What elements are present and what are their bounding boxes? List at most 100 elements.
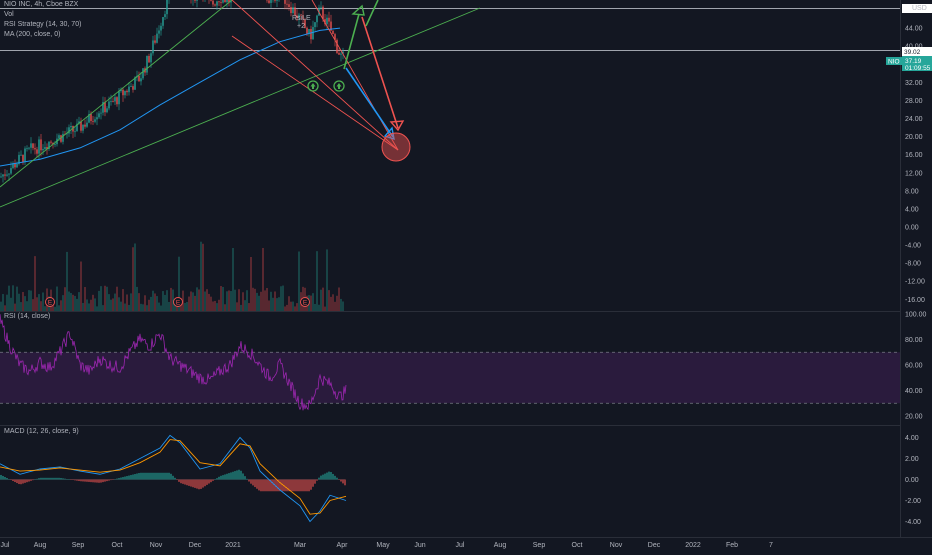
macd-histogram-bar xyxy=(0,475,1,480)
volume-bar xyxy=(116,287,117,311)
macd-histogram-bar xyxy=(168,473,169,480)
last-price-tag[interactable]: 37.19 01:09:55 xyxy=(902,56,932,72)
volume-bar xyxy=(268,300,269,311)
macd-histogram-bar xyxy=(96,480,97,483)
volume-bar xyxy=(228,290,229,311)
macd-histogram-bar xyxy=(22,480,23,484)
price-axis-tick: 32.00 xyxy=(905,80,923,87)
volume-bar xyxy=(310,296,311,311)
earnings-marker-1[interactable]: E xyxy=(46,298,55,307)
rsi-band xyxy=(0,352,900,403)
volume-bar xyxy=(276,298,277,311)
ma-legend[interactable]: MA (200, close, 0) xyxy=(4,30,60,40)
strategy-legend[interactable]: RSI Strategy (14, 30, 70) xyxy=(4,20,81,30)
volume-bar xyxy=(98,291,99,311)
macd-legend[interactable]: MACD (12, 26, close, 9) xyxy=(4,427,79,437)
last-price-tag-price: 37.19 xyxy=(905,58,922,65)
strategy-qty-label: +2 xyxy=(297,23,305,30)
volume-bar xyxy=(150,297,151,311)
symbol-tag[interactable]: NIO xyxy=(886,57,902,66)
macd-histogram-bar xyxy=(330,472,331,479)
macd-histogram-bar xyxy=(12,480,13,482)
volume-bar xyxy=(236,302,237,311)
macd-histogram-bar xyxy=(80,480,81,482)
volume-bar xyxy=(318,305,319,311)
volume-bar xyxy=(0,302,1,311)
candle-body xyxy=(286,4,287,5)
candle-body xyxy=(220,2,221,3)
macd-histogram-bar xyxy=(20,480,21,485)
symbol-legend[interactable]: NIO INC, 4h, Cboe BZX xyxy=(4,0,78,10)
volume-bar xyxy=(106,287,107,311)
time-axis-tick: Apr xyxy=(337,542,349,549)
volume-bar xyxy=(330,297,331,311)
volume-bar xyxy=(234,290,235,311)
volume-bar xyxy=(332,294,333,311)
candle-body xyxy=(128,87,129,93)
volume-bar xyxy=(192,292,193,311)
rsi-axis-tick: 100.00 xyxy=(905,312,927,319)
candle-body xyxy=(276,0,277,1)
earnings-marker-1-letter: E xyxy=(48,300,53,307)
macd-histogram-bar xyxy=(114,479,115,480)
candle-body xyxy=(162,17,163,26)
volume-bar xyxy=(210,297,211,311)
macd-histogram-bar xyxy=(118,478,119,479)
candle-body xyxy=(226,0,227,2)
price-axis-tick: 24.00 xyxy=(905,116,923,123)
macd-histogram-bar xyxy=(336,478,337,480)
volume-bar xyxy=(322,288,323,311)
macd-histogram-bar xyxy=(286,480,287,492)
volume-bar xyxy=(312,293,313,311)
macd-histogram-bar xyxy=(112,480,113,481)
macd-histogram-bar xyxy=(78,480,79,482)
candle-body xyxy=(132,86,133,90)
macd-histogram-bar xyxy=(260,480,261,492)
volume-bar xyxy=(252,288,253,311)
macd-histogram-bar xyxy=(174,478,175,480)
rsi-legend[interactable]: RSI (14, close) xyxy=(4,312,50,322)
volume-legend[interactable]: Vol xyxy=(4,10,14,20)
candle-body xyxy=(320,7,321,8)
candle-body xyxy=(16,164,17,167)
volume-bar xyxy=(130,293,131,311)
volume-bar xyxy=(142,304,143,311)
currency-label[interactable]: USD xyxy=(912,5,927,12)
volume-bar xyxy=(156,296,157,311)
macd-histogram-bar xyxy=(268,480,269,492)
candle-body xyxy=(222,0,223,3)
macd-histogram-bar xyxy=(140,473,141,480)
volume-bar xyxy=(100,286,101,311)
macd-histogram-bar xyxy=(192,480,193,488)
volume-bar xyxy=(26,301,27,311)
level-price-tag[interactable]: 39.02 xyxy=(902,47,932,56)
volume-bar xyxy=(282,286,283,311)
macd-histogram-bar xyxy=(18,480,19,485)
macd-histogram-bar xyxy=(332,474,333,480)
volume-bar xyxy=(232,248,233,311)
time-axis-tick: Dec xyxy=(648,542,661,549)
price-axis-tick: -4.00 xyxy=(905,243,921,250)
volume-bar xyxy=(288,296,289,311)
candle-body xyxy=(32,143,33,148)
candle-body xyxy=(194,0,195,1)
volume-bar xyxy=(340,299,341,311)
earnings-marker-3[interactable]: E xyxy=(301,298,310,307)
macd-histogram-bar xyxy=(90,480,91,483)
candle-body xyxy=(214,4,215,5)
macd-histogram-bar xyxy=(328,472,329,480)
macd-histogram-bar xyxy=(4,477,5,480)
earnings-marker-2[interactable]: E xyxy=(174,298,183,307)
price-axis-tick: 20.00 xyxy=(905,134,923,141)
candle-body xyxy=(10,168,11,173)
candle-body xyxy=(74,131,75,132)
volume-bar xyxy=(286,305,287,311)
symbol-tag-text: NIO xyxy=(888,59,900,66)
target-circle[interactable] xyxy=(382,133,410,161)
macd-histogram-bar xyxy=(66,479,67,480)
volume-bar xyxy=(224,304,225,311)
volume-bar xyxy=(28,290,29,311)
